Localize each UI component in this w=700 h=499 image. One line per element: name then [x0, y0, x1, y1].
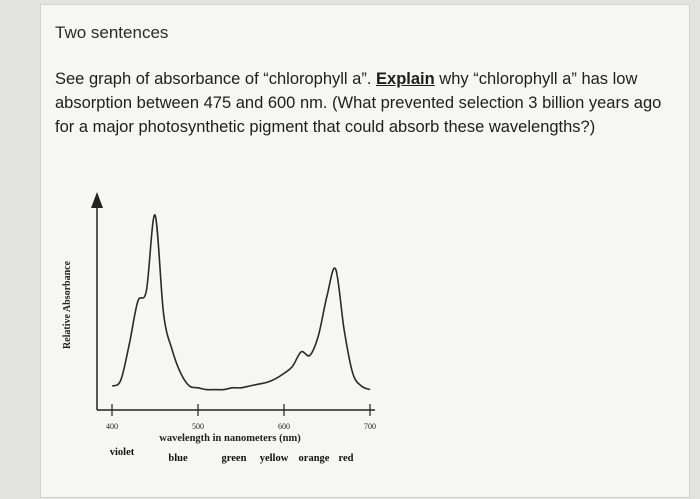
x-tick-label: 400 [106, 422, 118, 431]
color-band-orange: orange [299, 453, 330, 464]
color-band-yellow: yellow [260, 453, 289, 464]
x-axis-label: wavelength in nanometers (nm) [159, 433, 301, 444]
question-heading: Two sentences [55, 23, 169, 42]
y-axis-arrow-icon [91, 192, 103, 208]
absorbance-curve [111, 214, 371, 391]
x-ticks: 400 500 600 700 [106, 404, 376, 431]
color-band-green: green [222, 453, 247, 464]
color-bands: violet blue green yellow orange red [110, 447, 354, 464]
question-text-part1: See graph of absorbance of “chlorophyll … [55, 70, 377, 88]
x-tick-label: 600 [278, 422, 290, 431]
question-text-part2: why “chlorophyll a” has low absorption b… [55, 70, 662, 136]
color-band-blue: blue [168, 453, 188, 464]
color-band-red: red [339, 453, 354, 464]
question-text: See graph of absorbance of “chlorophyll … [55, 67, 675, 139]
question-card: Two sentences See graph of absorbance of… [40, 4, 690, 498]
color-band-violet: violet [110, 447, 135, 458]
y-axis-label: Relative Absorbance [62, 260, 73, 349]
question-emphasis: Explain [376, 70, 435, 88]
x-tick-label: 500 [192, 422, 204, 431]
x-tick-label: 700 [364, 422, 376, 431]
